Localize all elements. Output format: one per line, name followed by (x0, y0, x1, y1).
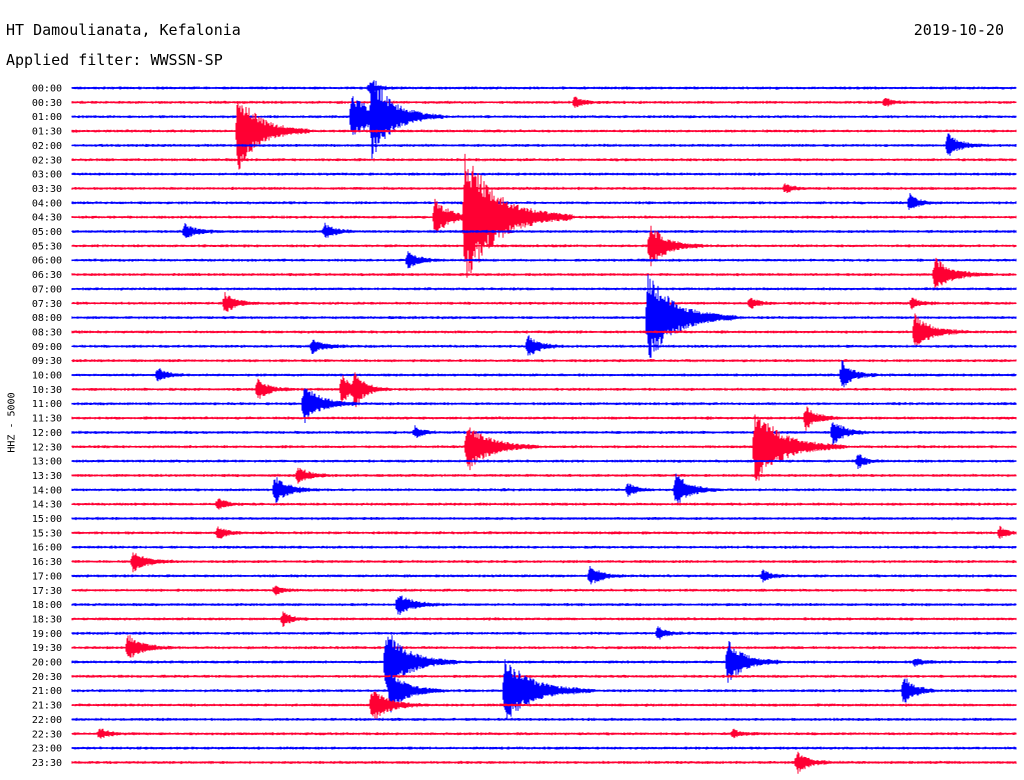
tick-label: 19:00 (32, 629, 62, 640)
tick-label: 20:00 (32, 658, 62, 669)
tick-label: 06:30 (32, 270, 62, 281)
tick-label: 15:30 (32, 528, 62, 539)
tick-label: 03:00 (32, 170, 62, 181)
tick-label: 01:30 (32, 127, 62, 138)
tick-label: 19:30 (32, 643, 62, 654)
tick-label: 17:00 (32, 571, 62, 582)
tick-label: 20:30 (32, 672, 62, 683)
trace-line (71, 552, 1017, 573)
tick-label: 08:30 (32, 327, 62, 338)
trace-line (71, 635, 1017, 658)
seismogram-traces (71, 80, 1017, 774)
trace-line (71, 473, 1017, 505)
tick-label: 08:00 (32, 313, 62, 324)
tick-label: 23:30 (32, 758, 62, 769)
tick-label: 12:30 (32, 442, 62, 453)
tick-label: 16:00 (32, 543, 62, 554)
tick-label: 22:30 (32, 729, 62, 740)
tick-label: 06:00 (32, 256, 62, 267)
tick-label: 13:30 (32, 471, 62, 482)
tick-label: 05:00 (32, 227, 62, 238)
tick-label: 15:00 (32, 514, 62, 525)
tick-label: 12:00 (32, 428, 62, 439)
tick-label: 18:30 (32, 614, 62, 625)
tick-labels: 00:00 00:30 01:00 01:30 02:00 02:30 03:00 03:30… (32, 84, 62, 769)
trace-line (71, 80, 1017, 159)
tick-label: 07:00 (32, 284, 62, 295)
tick-label: 23:00 (32, 744, 62, 755)
tick-label: 16:30 (32, 557, 62, 568)
tick-label: 14:00 (32, 485, 62, 496)
tick-label: 07:30 (32, 299, 62, 310)
tick-label: 13:00 (32, 457, 62, 468)
tick-label: 02:00 (32, 141, 62, 152)
trace-line (71, 257, 1017, 289)
tick-label: 18:00 (32, 600, 62, 611)
tick-label: 09:30 (32, 356, 62, 367)
tick-label: 00:00 (32, 84, 62, 95)
tick-label: 05:30 (32, 241, 62, 252)
trace-line (71, 153, 1017, 278)
tick-label: 14:30 (32, 500, 62, 511)
tick-label: 21:30 (32, 701, 62, 712)
tick-label: 09:00 (32, 342, 62, 353)
tick-label: 10:30 (32, 385, 62, 396)
tick-label: 22:00 (32, 715, 62, 726)
trace-line (71, 193, 1017, 210)
trace-line (71, 360, 1017, 388)
tick-label: 11:30 (32, 414, 62, 425)
station-title: HT Damoulianata, Kefalonia (6, 21, 241, 39)
trace-line (71, 422, 1017, 447)
filter-label: Applied filter: WWSSN-SP (6, 51, 223, 69)
date-label: 2019-10-20 (913, 21, 1004, 39)
tick-label: 04:00 (32, 198, 62, 209)
trace-line (71, 659, 1017, 720)
trace-line (71, 335, 1017, 356)
trace-line (71, 222, 1017, 238)
trace-line (71, 292, 1017, 312)
tick-label: 11:00 (32, 399, 62, 410)
tick-label: 10:00 (32, 371, 62, 382)
trace-line (71, 133, 1017, 156)
tick-label: 04:30 (32, 213, 62, 224)
tick-label: 21:00 (32, 686, 62, 697)
tick-label: 17:30 (32, 586, 62, 597)
trace-line (71, 414, 1017, 481)
tick-label: 01:00 (32, 112, 62, 123)
tick-label: 00:30 (32, 98, 62, 109)
tick-label: 03:30 (32, 184, 62, 195)
tick-label: 02:30 (32, 155, 62, 166)
